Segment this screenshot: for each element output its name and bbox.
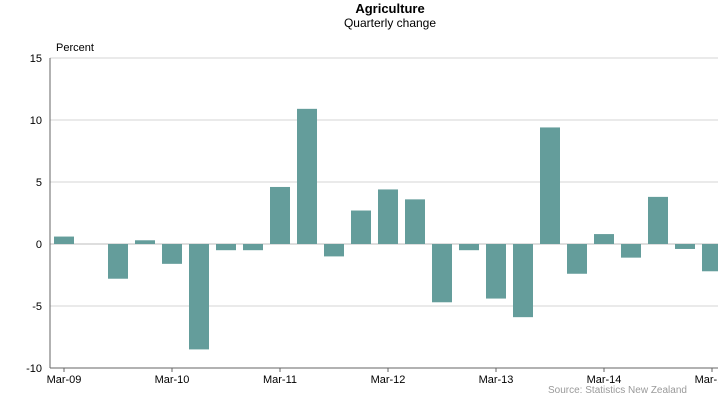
bar [702, 244, 718, 272]
source-note: Source: Statistics New Zealand [548, 385, 687, 396]
y-tick-labels: -10 -5 0 5 10 15 [26, 53, 42, 375]
bar [405, 199, 425, 244]
bar [513, 244, 533, 318]
y-tick-label: 15 [30, 53, 42, 65]
x-tick-labels: Mar-09 Mar-10 Mar-11 Mar-12 Mar-13 Mar-14 Mar-… [47, 374, 718, 386]
bar [459, 244, 479, 251]
y-tick-label: -10 [26, 363, 42, 375]
bar [432, 244, 452, 303]
bar [594, 234, 614, 244]
bar [675, 244, 695, 249]
x-tick-label: Mar-11 [263, 374, 297, 386]
x-tick-label: Mar-14 [587, 374, 622, 386]
x-tick-label: Mar-13 [479, 374, 514, 386]
bar [351, 210, 371, 244]
bar [216, 244, 236, 251]
bar [648, 196, 668, 244]
y-tick-label: 5 [36, 177, 42, 189]
bar [108, 244, 128, 279]
bars [54, 108, 718, 350]
bar [486, 244, 506, 299]
chart-subtitle: Quarterly change [343, 16, 437, 30]
bar [135, 240, 155, 244]
bar [324, 244, 344, 257]
bar [567, 244, 587, 274]
bar [540, 127, 560, 244]
y-axis-label: Percent [56, 42, 94, 54]
bar [297, 108, 317, 244]
y-tick-label: 0 [36, 239, 42, 251]
bar [54, 236, 74, 244]
bar [378, 189, 398, 244]
x-tick-label: Mar-12 [371, 374, 406, 386]
axes [49, 58, 718, 372]
bar [621, 244, 641, 258]
y-tick-label: 10 [30, 115, 42, 127]
bar [162, 244, 182, 264]
x-tick-label: Mar-15 [695, 374, 718, 386]
y-tick-label: -5 [32, 301, 42, 313]
x-tick-label: Mar-09 [47, 374, 82, 386]
bar [243, 244, 263, 251]
bar [189, 244, 209, 350]
x-tick-label: Mar-10 [155, 374, 190, 386]
bar [270, 186, 290, 244]
chart-title: Agriculture [355, 1, 425, 16]
